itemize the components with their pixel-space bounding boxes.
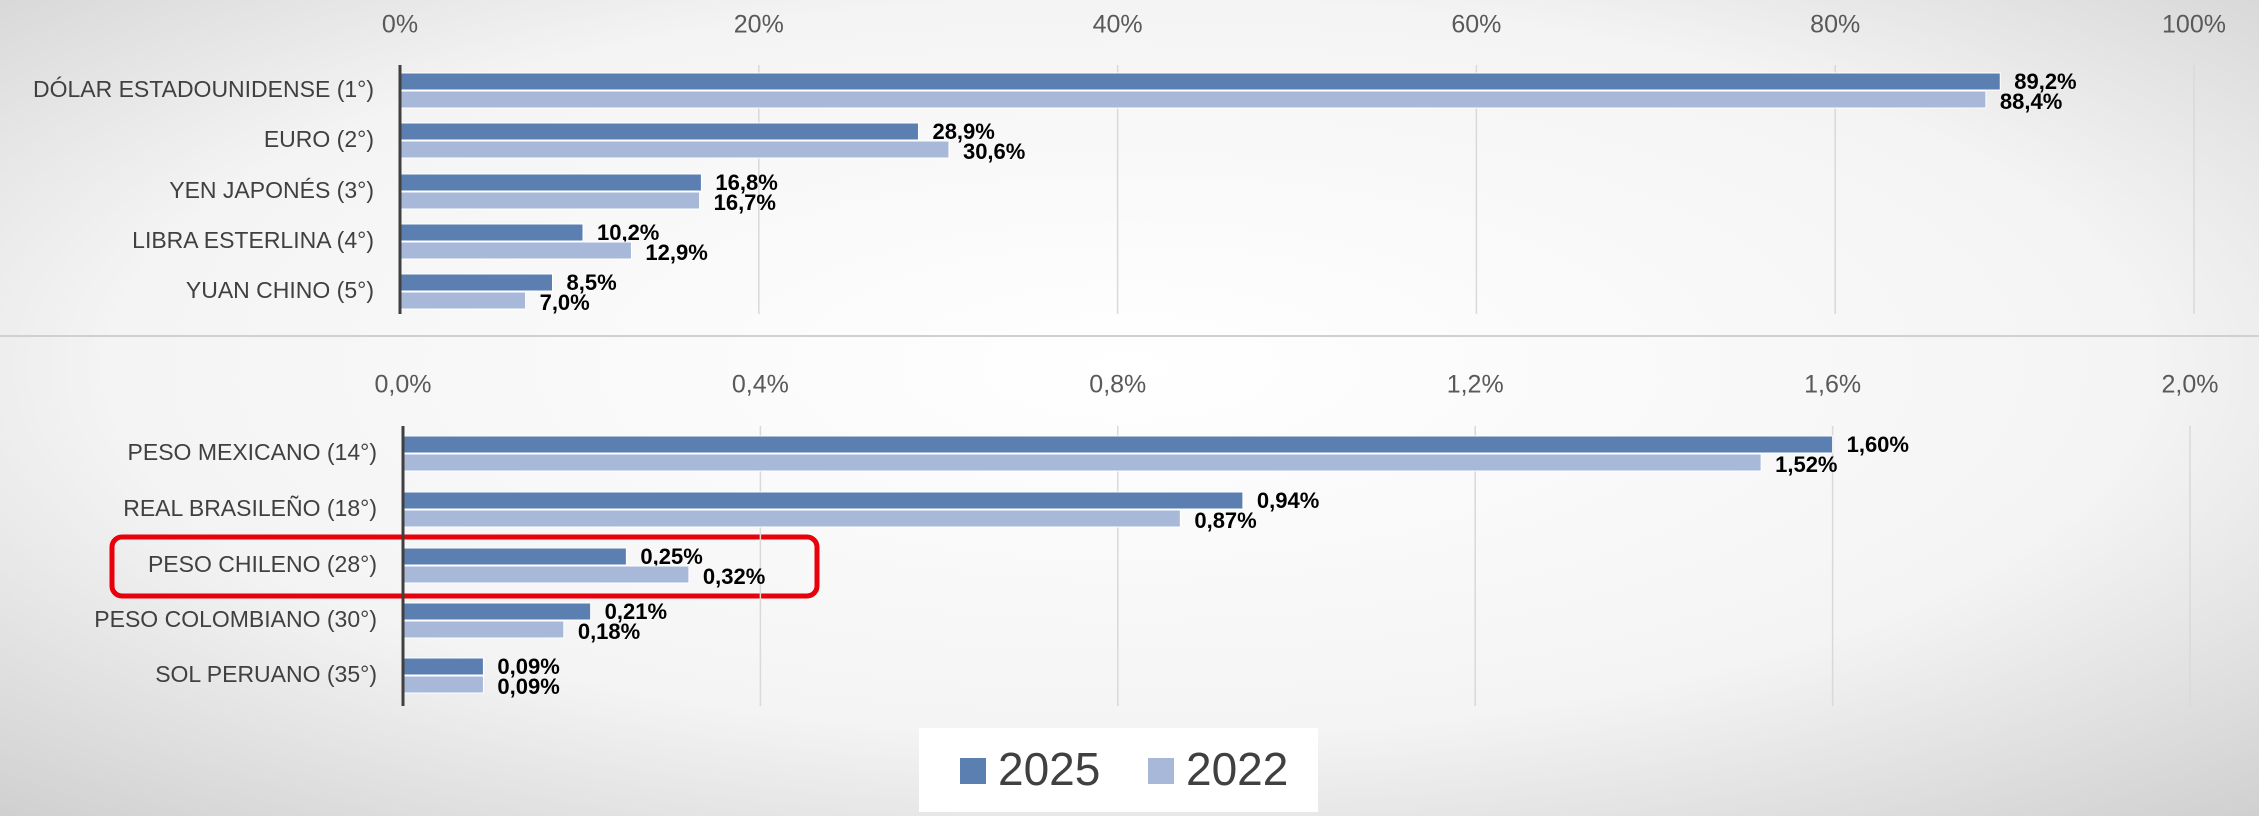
- bar: [399, 173, 702, 192]
- category-label: PESO CHILENO (28°): [148, 551, 377, 577]
- bar: [402, 565, 690, 584]
- category-label: PESO COLOMBIANO (30°): [94, 606, 377, 632]
- x-tick-label: 2,0%: [2162, 371, 2219, 399]
- bar: [402, 491, 1244, 510]
- x-tick-label: 0,4%: [732, 371, 789, 399]
- value-label: 10,2%: [597, 220, 659, 245]
- x-tick-label: 1,6%: [1804, 371, 1861, 399]
- category-label: EURO (2°): [264, 126, 374, 152]
- value-label: 16,7%: [714, 190, 776, 215]
- category-label: REAL BRASILEÑO (18°): [123, 495, 377, 521]
- value-label: 8,5%: [566, 270, 616, 295]
- x-tick-label: 0,0%: [375, 371, 432, 399]
- bar: [399, 72, 2001, 91]
- value-label: 0,87%: [1194, 508, 1256, 533]
- value-label: 1,52%: [1775, 452, 1837, 477]
- legend-swatch: [1148, 758, 1174, 784]
- bar: [402, 435, 1834, 454]
- x-tick-label: 1,2%: [1447, 371, 1504, 399]
- bar: [402, 453, 1762, 472]
- category-label: DÓLAR ESTADOUNIDENSE (1°): [33, 76, 374, 102]
- x-tick-label: 100%: [2162, 11, 2226, 39]
- category-label: SOL PERUANO (35°): [155, 661, 377, 687]
- bar: [399, 291, 527, 310]
- value-label: 12,9%: [645, 240, 707, 265]
- value-label: 0,09%: [497, 674, 559, 699]
- legend-swatch: [960, 758, 986, 784]
- value-label: 0,25%: [640, 544, 702, 569]
- x-tick-label: 0%: [382, 11, 418, 39]
- value-label: 16,8%: [715, 170, 777, 195]
- value-label: 0,94%: [1257, 488, 1319, 513]
- value-label: 0,32%: [703, 564, 765, 589]
- category-label: YEN JAPONÉS (3°): [169, 177, 374, 203]
- bar: [402, 657, 484, 676]
- bar: [399, 191, 701, 210]
- x-tick-label: 20%: [734, 11, 784, 39]
- bar: [399, 223, 584, 242]
- highlight-box: [109, 534, 820, 599]
- value-label: 30,6%: [963, 139, 1025, 164]
- x-tick-label: 40%: [1093, 11, 1143, 39]
- bar: [399, 140, 950, 159]
- bar: [402, 547, 627, 566]
- value-label: 0,21%: [605, 599, 667, 624]
- value-label: 0,18%: [578, 619, 640, 644]
- value-label: 89,2%: [2014, 69, 2076, 94]
- category-label: LIBRA ESTERLINA (4°): [132, 227, 374, 253]
- x-tick-label: 60%: [1451, 11, 1501, 39]
- value-label: 7,0%: [540, 290, 590, 315]
- x-tick-label: 80%: [1810, 11, 1860, 39]
- bar: [399, 90, 1987, 109]
- value-label: 88,4%: [2000, 89, 2062, 114]
- bar: [399, 122, 919, 141]
- bar: [402, 675, 484, 694]
- bar: [402, 602, 592, 621]
- category-label: YUAN CHINO (5°): [186, 277, 374, 303]
- bar: [399, 273, 553, 292]
- x-tick-label: 0,8%: [1089, 371, 1146, 399]
- category-label: PESO MEXICANO (14°): [128, 439, 377, 465]
- legend-label: 2022: [1186, 743, 1288, 795]
- bar: [402, 620, 565, 639]
- value-label: 28,9%: [932, 119, 994, 144]
- plot-layer: 0% 20% 40% 60% 80% 100% DÓLAR ESTADOUNIDENSE (…: [33, 11, 2226, 796]
- value-label: 1,60%: [1847, 432, 1909, 457]
- legend-label: 2025: [998, 743, 1100, 795]
- bar: [402, 509, 1181, 528]
- bar: [399, 241, 632, 260]
- value-label: 0,09%: [497, 654, 559, 679]
